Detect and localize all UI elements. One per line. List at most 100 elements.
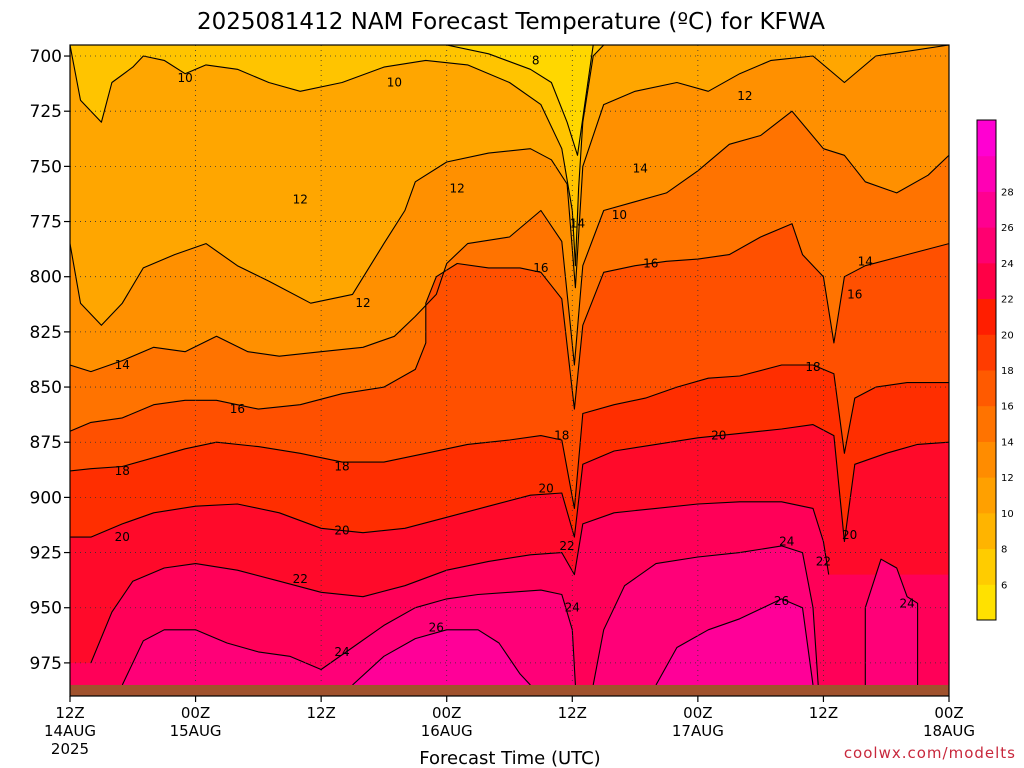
x-tick-label: 12Z bbox=[809, 704, 838, 722]
x-tick-label: 00Z bbox=[683, 704, 712, 722]
contour-label: 26 bbox=[429, 621, 444, 635]
colorbar-label: 8 bbox=[1001, 545, 1007, 556]
contour-fill-26b bbox=[656, 598, 813, 696]
contour-label: 16 bbox=[230, 402, 245, 416]
colorbar-label: 16 bbox=[1001, 402, 1014, 413]
y-tick-label: 950 bbox=[30, 599, 62, 619]
contour-label: 26 bbox=[774, 594, 789, 608]
x-tick-label: 12Z bbox=[306, 704, 335, 722]
colorbar-segment bbox=[977, 155, 996, 192]
x-axis-label: Forecast Time (UTC) bbox=[419, 748, 600, 768]
contour-labels: 8 10 10 10 12 12 12 12 14 14 14 14 16 16 16 16 18 18 18 18 2… bbox=[115, 53, 915, 658]
contour-label: 16 bbox=[643, 256, 658, 270]
contour-label: 20 bbox=[842, 528, 857, 542]
contour-label: 14 bbox=[858, 254, 873, 268]
colorbar-label: 6 bbox=[1001, 580, 1007, 591]
y-tick-label: 850 bbox=[30, 378, 62, 398]
ground-layer bbox=[70, 684, 949, 696]
plot-area: 8 10 10 10 12 12 12 12 14 14 14 14 16 16 16 16 18 18 18 18 2… bbox=[70, 45, 949, 696]
colorbar-segment bbox=[977, 298, 996, 335]
contour-label: 16 bbox=[533, 261, 548, 275]
plot-frame bbox=[69, 44, 950, 697]
x-tick-label: 17AUG bbox=[672, 722, 724, 740]
contour-line-24 bbox=[121, 589, 576, 686]
contour-label: 12 bbox=[737, 89, 752, 103]
contour-label: 24 bbox=[779, 535, 794, 549]
contour-fill-26 bbox=[352, 629, 531, 696]
chart-title: 2025081412 NAM Forecast Temperature (ºC)… bbox=[197, 9, 825, 35]
credit-text: coolwx.com/modelts bbox=[844, 744, 1016, 762]
contour-label: 14 bbox=[115, 358, 130, 372]
contour-label: 22 bbox=[559, 539, 574, 553]
contour-label: 10 bbox=[177, 71, 192, 85]
y-tick-label: 900 bbox=[30, 488, 62, 508]
x-tick-label: 00Z bbox=[181, 704, 210, 722]
colorbar-label: 22 bbox=[1001, 295, 1014, 306]
contour-lines bbox=[70, 45, 949, 686]
contour-fills bbox=[70, 45, 949, 696]
colorbar-label: 10 bbox=[1001, 509, 1014, 520]
contour-label: 10 bbox=[387, 76, 402, 90]
contour-label: 22 bbox=[816, 554, 831, 568]
contour-label: 12 bbox=[293, 192, 308, 206]
contour-line-22 bbox=[90, 501, 830, 664]
y-tick-label: 875 bbox=[30, 433, 62, 453]
x-tick-label: 18AUG bbox=[923, 722, 975, 740]
colorbar-label: 14 bbox=[1001, 437, 1014, 448]
x-tick-label: 00Z bbox=[432, 704, 461, 722]
colorbar-segment bbox=[977, 405, 996, 442]
x-tick-label: 12Z bbox=[558, 704, 587, 722]
contour-label: 14 bbox=[633, 162, 648, 176]
colorbar-label: 24 bbox=[1001, 259, 1014, 270]
contour-label: 20 bbox=[538, 482, 553, 496]
contour-label: 18 bbox=[805, 360, 820, 374]
y-tick-label: 975 bbox=[30, 654, 62, 674]
colorbar-label: 18 bbox=[1001, 366, 1014, 377]
colorbar-segment bbox=[977, 512, 996, 550]
x-tick-label: 12Z bbox=[55, 704, 84, 722]
contour-label: 12 bbox=[450, 181, 465, 195]
contour-label: 14 bbox=[570, 217, 585, 231]
y-tick-label: 775 bbox=[30, 213, 62, 233]
x-tick-label: 14AUG bbox=[44, 722, 96, 740]
x-tick-label: 16AUG bbox=[421, 722, 473, 740]
contour-label: 18 bbox=[115, 464, 130, 478]
colorbar-segment bbox=[977, 227, 996, 264]
contour-label: 8 bbox=[532, 53, 540, 67]
contour-label: 10 bbox=[612, 208, 627, 222]
contour-label: 24 bbox=[334, 645, 349, 659]
colorbar-segment bbox=[977, 262, 996, 300]
colorbar-label: 20 bbox=[1001, 330, 1014, 341]
contour-line-24b bbox=[592, 545, 819, 686]
contour-label: 20 bbox=[334, 523, 349, 537]
colorbar-label: 12 bbox=[1001, 473, 1014, 484]
contour-line-14 bbox=[70, 110, 949, 373]
contour-label: 18 bbox=[334, 459, 349, 473]
contour-label: 20 bbox=[711, 429, 726, 443]
colorbar-frame bbox=[976, 119, 997, 621]
colorbar-segment bbox=[977, 334, 996, 371]
y-axis: 700 725 750 775 800 825 850 875 900 925 950 975 bbox=[30, 47, 70, 674]
y-tick-label: 825 bbox=[30, 323, 62, 343]
colorbar-segment bbox=[977, 584, 996, 621]
grid bbox=[70, 45, 949, 696]
y-tick-label: 700 bbox=[30, 47, 62, 67]
contour-line-26b bbox=[655, 598, 814, 686]
colorbar-segment bbox=[977, 441, 996, 478]
colorbar-label: 26 bbox=[1001, 223, 1014, 234]
contour-line-16 bbox=[70, 223, 949, 432]
contour-label: 16 bbox=[847, 287, 862, 301]
contour-label: 18 bbox=[554, 429, 569, 443]
colorbar-segment bbox=[977, 477, 996, 514]
colorbar-segment bbox=[977, 120, 996, 157]
contour-line-26 bbox=[352, 629, 531, 686]
contour-label: 12 bbox=[355, 296, 370, 310]
colorbar-label: 28 bbox=[1001, 187, 1014, 198]
contour-line-8 bbox=[446, 45, 594, 156]
y-tick-label: 725 bbox=[30, 102, 62, 122]
x-tick-label: 2025 bbox=[51, 740, 89, 758]
contour-line-12 bbox=[70, 45, 949, 326]
x-tick-label: 15AUG bbox=[170, 722, 222, 740]
